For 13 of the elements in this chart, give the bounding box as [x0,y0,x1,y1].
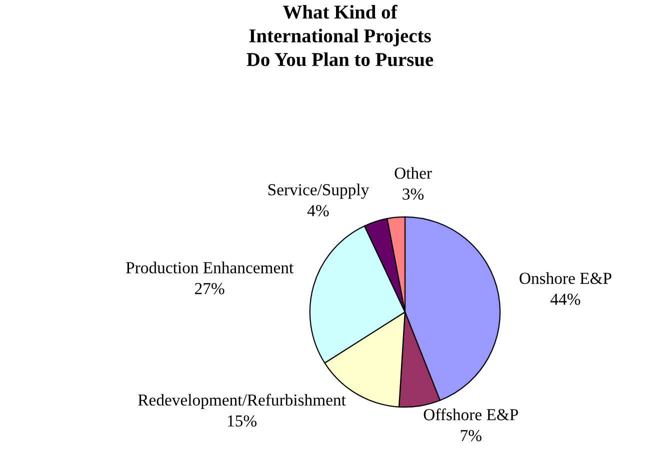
data-label: 27% [195,283,224,294]
data-label: 15% [228,415,257,427]
slice-label: Redevelopment/Refurbishment [138,394,346,410]
slice-label: Production Enhancement [126,262,294,274]
data-label: 3% [402,188,424,200]
slice-label: Service/Supply [268,184,370,199]
slice-label: Onshore E&P [520,272,612,284]
data-label: 4% [307,205,329,216]
slice-label: Other [394,167,432,179]
data-label: 7% [460,430,482,442]
slice-label: Offshore E&P [424,408,518,420]
data-label: 44% [550,294,580,305]
chart-title: What Kind of International Projects Do You Plan to Pursue [246,4,434,66]
